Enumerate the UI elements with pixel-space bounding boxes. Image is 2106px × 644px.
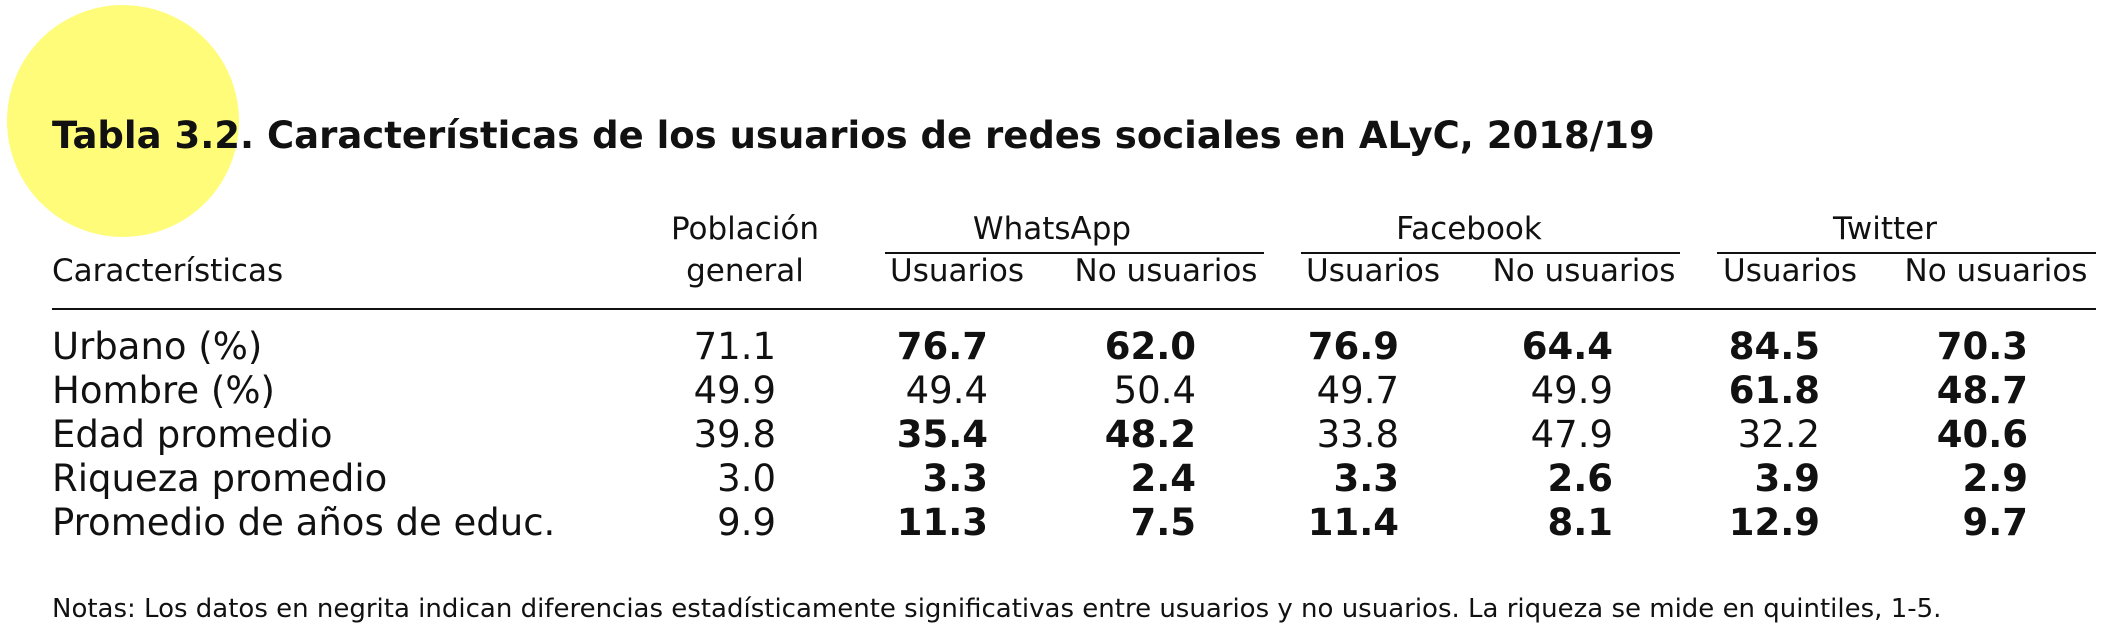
header-characteristics: Características bbox=[52, 253, 284, 289]
header-population-line2: general bbox=[686, 253, 804, 289]
table-cell: 35.4 bbox=[896, 413, 988, 456]
group-rule-facebook bbox=[1301, 252, 1680, 254]
group-rule-twitter bbox=[1717, 252, 2096, 254]
table-cell: 40.6 bbox=[1936, 413, 2028, 456]
table-cell: 32.2 bbox=[1737, 413, 1820, 456]
table-cell: 61.8 bbox=[1728, 369, 1820, 412]
row-label: Riqueza promedio bbox=[52, 457, 388, 500]
table-cell: 9.9 bbox=[717, 501, 776, 544]
table-cell: 7.5 bbox=[1130, 501, 1196, 544]
table-cell: 33.8 bbox=[1316, 413, 1399, 456]
row-label: Promedio de años de educ. bbox=[52, 501, 556, 544]
table-cell: 2.9 bbox=[1962, 457, 2028, 500]
group-rule-whatsapp bbox=[885, 252, 1264, 254]
table-cell: 3.3 bbox=[1333, 457, 1399, 500]
table-cell: 70.3 bbox=[1936, 325, 2028, 368]
row-label: Edad promedio bbox=[52, 413, 333, 456]
header-group-twitter: Twitter bbox=[1833, 211, 1937, 247]
table-title: Tabla 3.2. Características de los usuari… bbox=[52, 114, 1655, 158]
table-cell: 47.9 bbox=[1530, 413, 1613, 456]
table-cell: 50.4 bbox=[1113, 369, 1196, 412]
table-cell: 64.4 bbox=[1521, 325, 1613, 368]
row-label: Urbano (%) bbox=[52, 325, 263, 368]
table-cell: 3.0 bbox=[717, 457, 776, 500]
header-group-whatsapp: WhatsApp bbox=[972, 211, 1132, 247]
table-cell: 3.3 bbox=[922, 457, 988, 500]
header-whatsapp-non-users: No usuarios bbox=[1074, 253, 1258, 289]
header-rule bbox=[52, 308, 2096, 310]
table-cell: 76.7 bbox=[896, 325, 988, 368]
table-cell: 2.6 bbox=[1547, 457, 1613, 500]
table-cell: 48.7 bbox=[1936, 369, 2028, 412]
table-cell: 71.1 bbox=[693, 325, 776, 368]
table-cell: 49.4 bbox=[905, 369, 988, 412]
row-label: Hombre (%) bbox=[52, 369, 275, 412]
table-title-text: Características de los usuarios de redes… bbox=[254, 114, 1655, 157]
header-twitter-non-users: No usuarios bbox=[1904, 253, 2088, 289]
table-cell: 8.1 bbox=[1547, 501, 1613, 544]
table-cell: 49.9 bbox=[693, 369, 776, 412]
table-cell: 2.4 bbox=[1130, 457, 1196, 500]
table-title-label: Tabla 3.2. bbox=[52, 114, 255, 157]
table-note: Notas: Los datos en negrita indican dife… bbox=[52, 594, 1942, 624]
table-cell: 39.8 bbox=[693, 413, 776, 456]
header-twitter-users: Usuarios bbox=[1723, 253, 1857, 289]
header-whatsapp-users: Usuarios bbox=[890, 253, 1024, 289]
table-cell: 9.7 bbox=[1962, 501, 2028, 544]
table-cell: 12.9 bbox=[1728, 501, 1820, 544]
table-cell: 76.9 bbox=[1307, 325, 1399, 368]
table-cell: 11.3 bbox=[896, 501, 988, 544]
header-facebook-users: Usuarios bbox=[1306, 253, 1440, 289]
table-cell: 49.9 bbox=[1530, 369, 1613, 412]
table-cell: 3.9 bbox=[1754, 457, 1820, 500]
table-cell: 11.4 bbox=[1307, 501, 1399, 544]
table-cell: 48.2 bbox=[1104, 413, 1196, 456]
header-population-line1: Población bbox=[670, 211, 820, 247]
table-cell: 84.5 bbox=[1728, 325, 1820, 368]
table-cell: 49.7 bbox=[1316, 369, 1399, 412]
header-group-facebook: Facebook bbox=[1396, 211, 1542, 247]
table-cell: 62.0 bbox=[1104, 325, 1196, 368]
highlight-circle bbox=[7, 5, 239, 237]
header-facebook-non-users: No usuarios bbox=[1492, 253, 1676, 289]
